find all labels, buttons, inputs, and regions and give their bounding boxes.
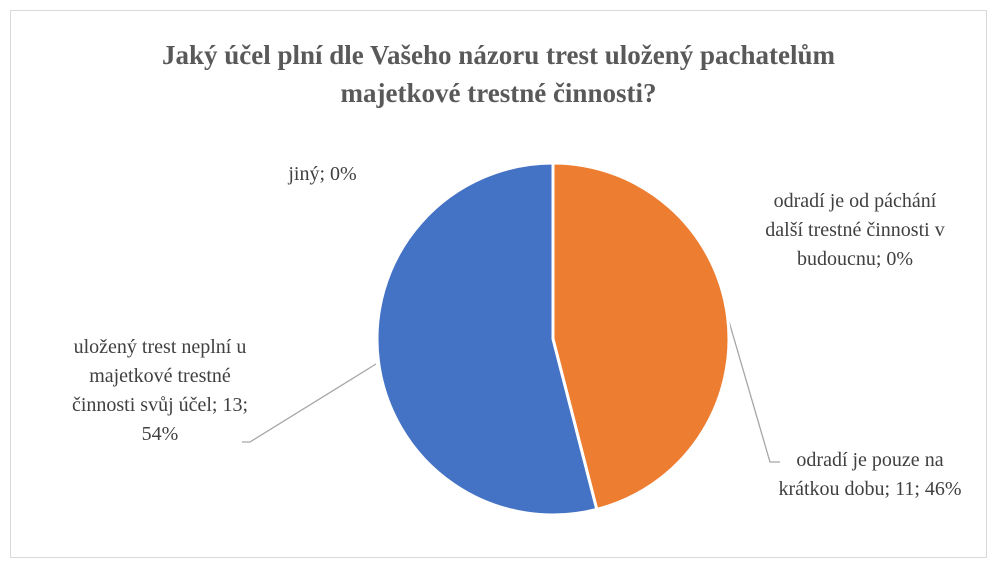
data-label: odradí je od páchání další trestné činno… [765, 190, 945, 270]
data-label: uložený trest neplní u majetkové trestné… [71, 336, 249, 445]
data-label: jiný; 0% [288, 163, 357, 185]
data-label: odradí je pouze na krátkou dobu; 11; 46% [778, 449, 962, 500]
leader-line [242, 363, 377, 443]
pie-slice [375, 161, 599, 517]
chart-title: Jaký účel plní dle Vašeho názoru trest u… [161, 40, 836, 108]
pie-slice [551, 161, 731, 512]
leader-line [727, 317, 780, 463]
